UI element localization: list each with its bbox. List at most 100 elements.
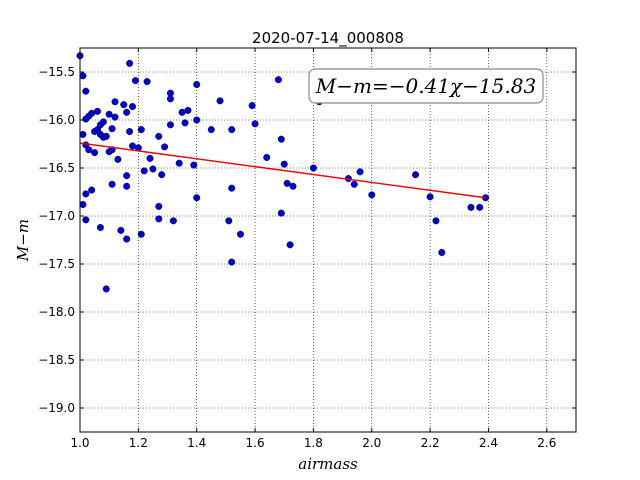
fit-equation: M−m=−0.41χ−15.83 [315, 74, 536, 98]
data-point [140, 167, 148, 175]
data-point [108, 125, 116, 133]
y-tick-label: −16.5 [38, 161, 75, 175]
data-point [99, 118, 107, 126]
x-tick-label: 1.6 [246, 436, 265, 450]
data-point [123, 235, 131, 243]
y-tick-label: −17.0 [38, 209, 75, 223]
data-point [79, 200, 87, 208]
y-tick-label: −18.0 [38, 305, 75, 319]
x-tick-label: 1.2 [129, 436, 148, 450]
data-point [117, 226, 125, 234]
y-axis-label: M−m [14, 219, 32, 262]
x-tick-label: 2.4 [479, 436, 498, 450]
data-point [178, 108, 186, 116]
data-point [161, 143, 169, 151]
x-axis-label: airmass [298, 455, 358, 473]
data-point [111, 113, 119, 121]
data-point [111, 98, 119, 106]
data-point [251, 120, 259, 128]
grid [79, 48, 576, 432]
data-point [82, 87, 90, 95]
data-point [236, 230, 244, 238]
data-point [350, 180, 358, 188]
data-point [356, 168, 364, 176]
data-point [96, 224, 104, 232]
data-point [102, 285, 110, 293]
data-point [85, 146, 93, 154]
data-point [82, 190, 90, 198]
data-point [137, 126, 145, 134]
data-point [79, 72, 87, 80]
data-point [120, 101, 128, 109]
fit-line [79, 142, 486, 199]
data-point [108, 180, 116, 188]
data-point [82, 115, 90, 123]
data-point [143, 78, 151, 86]
data-point [467, 203, 475, 211]
data-point [277, 209, 285, 217]
data-point [126, 128, 134, 136]
data-point [286, 241, 294, 249]
x-tick-label: 1.8 [304, 436, 323, 450]
data-point [123, 182, 131, 190]
chart-title: 2020-07-14_000808 [252, 29, 404, 48]
data-point [193, 80, 201, 88]
data-point [169, 217, 177, 225]
x-tick-label: 2.0 [362, 436, 381, 450]
data-point [181, 119, 189, 127]
data-point [190, 161, 198, 169]
data-point [368, 191, 376, 199]
data-point [114, 155, 122, 163]
data-point [123, 108, 131, 116]
data-point [88, 186, 96, 194]
data-point [105, 110, 113, 118]
data-point [228, 184, 236, 192]
data-point [432, 217, 440, 225]
data-point [146, 154, 154, 162]
data-point [175, 159, 183, 167]
y-tick-label: −19.0 [38, 401, 75, 415]
data-point [137, 230, 145, 238]
data-point [193, 116, 201, 124]
data-point [207, 126, 215, 134]
x-tick-label: 1.0 [70, 436, 89, 450]
x-tick-label: 2.2 [421, 436, 440, 450]
x-tick-label: 1.4 [187, 436, 206, 450]
data-point [476, 203, 484, 211]
data-point [155, 215, 163, 223]
data-point [225, 217, 233, 225]
data-point [88, 109, 96, 117]
plot-area [80, 48, 576, 432]
y-tick-label: −16.0 [38, 113, 75, 127]
ticks: 1.0 1.2 1.4 1.6 1.8 2.0 2.2 2.4 2.6 −15.5 −16.0 −16… [38, 48, 576, 450]
data-point [129, 142, 137, 150]
data-point [228, 258, 236, 266]
data-point [412, 171, 420, 179]
plot-frame [79, 47, 577, 433]
data-point [131, 77, 139, 85]
data-point [158, 171, 166, 179]
data-point [79, 130, 87, 138]
data-point [283, 179, 291, 187]
data-point [193, 194, 201, 202]
data-point [309, 164, 317, 172]
data-point [263, 153, 271, 161]
data-point [184, 106, 192, 114]
data-point [274, 76, 282, 84]
data-point [155, 132, 163, 140]
data-point [289, 182, 297, 190]
data-point [94, 107, 102, 115]
data-point [216, 97, 224, 105]
data-point [123, 172, 131, 180]
annotation-box: M−m=−0.41χ−15.83 [308, 68, 544, 104]
y-tick-label: −15.5 [38, 65, 75, 79]
data-point [166, 121, 174, 129]
data-point [248, 102, 256, 110]
data-point [126, 59, 134, 67]
data-point [129, 103, 137, 111]
y-tick-label: −18.5 [38, 353, 75, 367]
data-points [76, 52, 490, 293]
x-tick-label: 2.6 [537, 436, 556, 450]
data-point [155, 202, 163, 210]
